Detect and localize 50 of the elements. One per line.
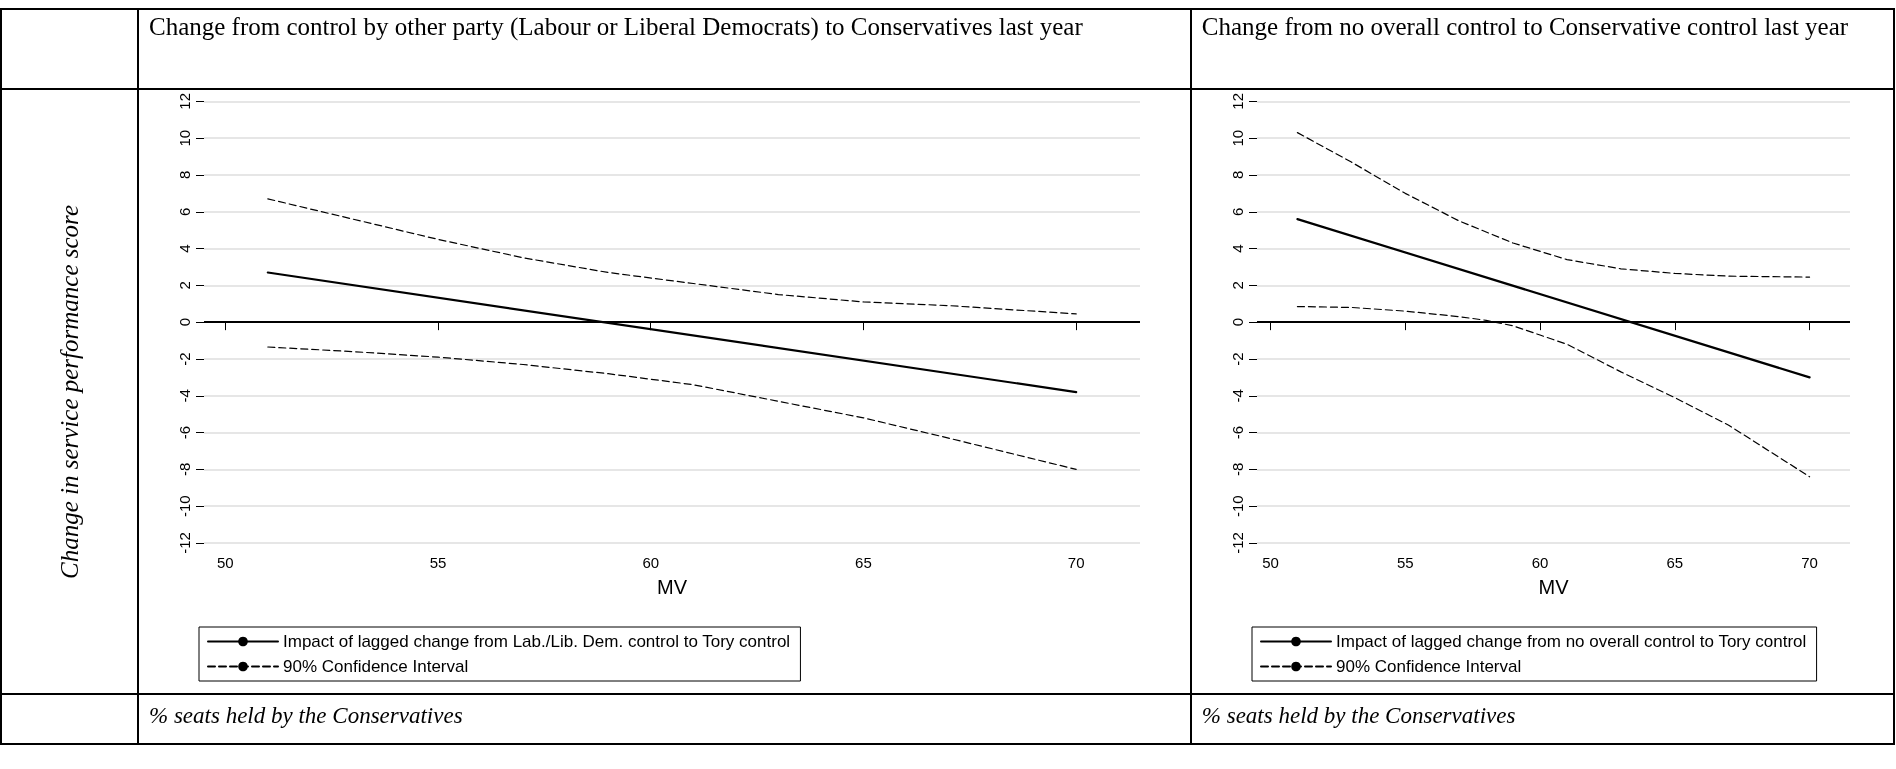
x-tick-label: 60 — [642, 554, 660, 571]
y-tick-label: -6 — [176, 425, 193, 440]
x-tick-label: 65 — [1666, 554, 1683, 571]
y-tick-label: -4 — [176, 389, 193, 403]
x-tick-label: 65 — [855, 554, 872, 571]
y-tick-label: 10 — [1228, 129, 1246, 147]
x-tick-label: 55 — [429, 554, 447, 571]
y-tick-label: -12 — [176, 532, 193, 554]
x-tick-label: 50 — [216, 554, 234, 571]
y-tick-label: -2 — [1228, 352, 1246, 366]
x-tick-label: 70 — [1801, 554, 1818, 571]
y-tick-label: 12 — [1228, 93, 1246, 110]
y-tick-label: 12 — [176, 93, 193, 110]
y-tick-label: 2 — [1228, 281, 1246, 290]
y-tick-label: -2 — [176, 352, 193, 366]
x-tick-label: 50 — [1261, 554, 1279, 571]
y-tick-label: -8 — [176, 462, 193, 477]
y-tick-label: -10 — [1228, 495, 1246, 518]
y-tick-label: -4 — [1228, 389, 1246, 403]
x-axis-title: MV — [657, 576, 688, 598]
x-tick-label: 60 — [1531, 554, 1549, 571]
text: % seats held by the Conservatives — [1190, 694, 1894, 744]
chart-title: Change from no overall control to Conservative control last year — [1190, 9, 1894, 89]
y-tick-label: -6 — [1228, 425, 1246, 440]
y-tick-label: -12 — [1228, 532, 1246, 554]
y-tick-label: 6 — [176, 207, 193, 216]
y-tick-label: 0 — [176, 318, 193, 327]
x-tick-label: 70 — [1067, 554, 1085, 571]
y-tick-label: 10 — [176, 129, 193, 147]
y-tick-label: 8 — [1228, 170, 1246, 180]
line-series — [267, 198, 1077, 315]
legend-label: Impact of lagged change from no overall control to Tory control — [1335, 632, 1807, 651]
y-tick-label: -8 — [1228, 462, 1246, 477]
legend-label: Impact of lagged change from Lab./Lib. Dem. control to Tory control — [283, 632, 791, 651]
text: % seats held by the Conservatives — [138, 694, 1191, 744]
y-tick-label: 6 — [1228, 207, 1246, 216]
y-tick-label: 8 — [176, 170, 193, 180]
y-tick-label: 0 — [1228, 318, 1246, 327]
y-tick-label: -10 — [176, 495, 193, 518]
line-series — [1296, 132, 1810, 278]
legend-label: 90% Confidence Interval — [1335, 657, 1522, 676]
x-tick-label: 55 — [1396, 554, 1414, 571]
y-tick-label: 4 — [1228, 244, 1246, 253]
x-axis-title: MV — [1538, 576, 1569, 598]
chart-title: Change from control by other party (Labour or Liberal Democrats) to Conservatives last year — [138, 9, 1191, 89]
y-tick-label: 4 — [176, 244, 193, 253]
legend-label: 90% Confidence Interval — [283, 657, 469, 676]
y-axis-title: Change in service performance score — [55, 204, 84, 579]
y-tick-label: 2 — [176, 281, 193, 290]
line-series — [267, 346, 1077, 470]
